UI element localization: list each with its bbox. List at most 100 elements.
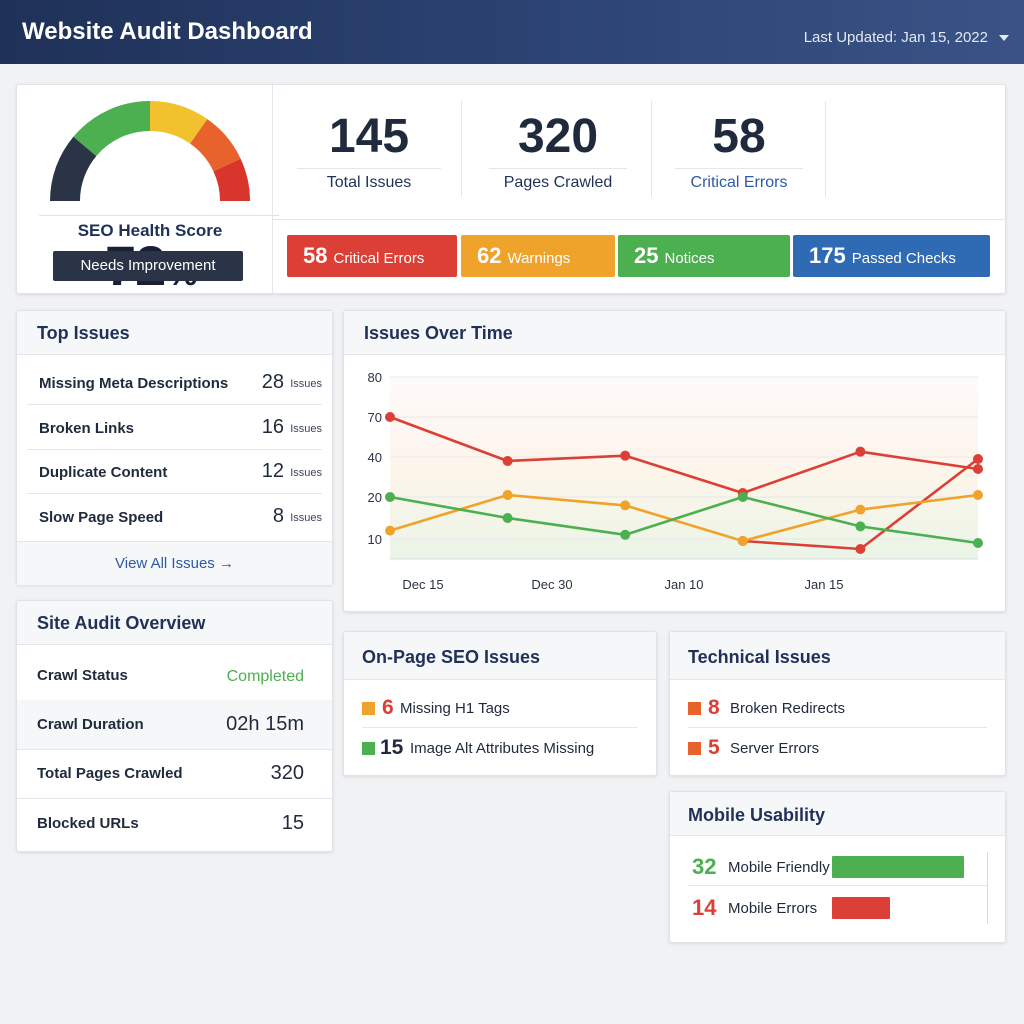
top-issues-card: Top Issues Missing Meta Descriptions 28 … bbox=[16, 310, 333, 585]
issue-unit: Issues bbox=[290, 378, 322, 390]
y-tick-label: 40 bbox=[368, 450, 382, 465]
data-point bbox=[855, 521, 866, 532]
issue-unit: Issues bbox=[290, 467, 322, 479]
data-point bbox=[737, 536, 748, 546]
list-item[interactable]: Missing Meta Descriptions 28 Issues bbox=[27, 361, 322, 405]
summary-card: 72% SEO Health Score Needs Improvement 1… bbox=[16, 84, 1006, 297]
list-item[interactable]: Broken Links 16 Issues bbox=[27, 406, 322, 450]
issue-name: Missing Meta Descriptions bbox=[39, 375, 229, 392]
card-header: Site Audit Overview bbox=[17, 601, 332, 645]
stat-divider bbox=[297, 168, 441, 169]
last-updated-dropdown[interactable]: Last Updated: Jan 15, 2022 bbox=[803, 29, 988, 46]
list-item[interactable]: Duplicate Content 12 Issues bbox=[27, 450, 322, 494]
bar-frame bbox=[820, 852, 988, 924]
orange-square-icon bbox=[362, 702, 375, 715]
overview-row: Crawl Duration 02h 15m bbox=[17, 700, 332, 750]
card-header: Technical Issues bbox=[670, 632, 1005, 680]
divider bbox=[461, 101, 462, 197]
pill-warnings[interactable]: 62 Warnings bbox=[461, 235, 615, 277]
gauge-divider bbox=[39, 215, 279, 216]
divider bbox=[651, 101, 652, 197]
overview-row: Total Pages Crawled 320 bbox=[17, 749, 332, 799]
card-title: Mobile Usability bbox=[688, 805, 826, 825]
stat-divider bbox=[675, 168, 803, 169]
stat-label: Total Issues bbox=[326, 174, 412, 191]
card-title: Technical Issues bbox=[688, 647, 831, 667]
stat-value: 145 bbox=[328, 110, 410, 163]
overview-key: Total Pages Crawled bbox=[37, 765, 183, 782]
mobile-errors-bar bbox=[832, 897, 890, 919]
technical-issues-card: Technical Issues 8 Broken Redirects 5 Se… bbox=[669, 631, 1006, 776]
list-item[interactable]: 15 Image Alt Attributes Missing bbox=[362, 728, 638, 768]
issue-unit: Issues bbox=[290, 512, 322, 524]
data-point bbox=[620, 529, 631, 540]
data-point bbox=[737, 492, 748, 502]
issue-count: 12 bbox=[261, 460, 284, 482]
data-point bbox=[385, 525, 395, 536]
orange-square-icon bbox=[688, 742, 701, 755]
pill-notices[interactable]: 25 Notices bbox=[618, 235, 790, 277]
pill-critical-errors[interactable]: 58 Critical Errors bbox=[287, 235, 457, 277]
stat-label: Pages Crawled bbox=[503, 174, 613, 191]
divider bbox=[825, 101, 826, 197]
card-title: On-Page SEO Issues bbox=[362, 647, 541, 667]
x-tick-label: Dec 30 bbox=[531, 577, 572, 592]
card-header: Top Issues bbox=[17, 311, 332, 355]
item-count: 32 bbox=[692, 854, 717, 879]
gauge-segment bbox=[213, 158, 250, 201]
x-tick-label: Jan 10 bbox=[664, 577, 703, 592]
list-item[interactable]: Slow Page Speed 8 Issues bbox=[27, 495, 322, 539]
list-item[interactable]: 5 Server Errors bbox=[688, 728, 987, 768]
item-label: Mobile Errors bbox=[728, 900, 818, 917]
overview-value: Completed bbox=[226, 668, 304, 685]
series-line-0 bbox=[389, 415, 979, 495]
gauge-segment bbox=[50, 136, 97, 201]
data-point bbox=[502, 490, 513, 500]
list-item[interactable]: 6 Missing H1 Tags bbox=[362, 688, 638, 728]
top-bar: Website Audit Dashboard Last Updated: Ja… bbox=[0, 0, 1024, 64]
issue-count: 8 bbox=[272, 505, 284, 527]
card-header: Issues Over Time bbox=[344, 311, 1005, 355]
y-tick-label: 70 bbox=[368, 410, 382, 425]
data-point bbox=[973, 490, 983, 500]
data-point bbox=[502, 456, 513, 466]
series-line-3 bbox=[389, 495, 979, 545]
data-point bbox=[385, 492, 395, 502]
data-point bbox=[973, 538, 983, 548]
data-point bbox=[973, 464, 983, 474]
view-all-issues-link[interactable]: View All Issues → bbox=[17, 541, 332, 585]
list-item[interactable]: 8 Broken Redirects bbox=[688, 688, 987, 728]
gauge-icon bbox=[50, 101, 250, 201]
mobile-usability-card: Mobile Usability 32 Mobile Friendly 14 M… bbox=[669, 791, 1006, 943]
issue-name: Slow Page Speed bbox=[39, 509, 164, 526]
pill-passed-checks[interactable]: 175 Passed Checks bbox=[793, 235, 990, 277]
stat-total-issues: 145 Total Issues bbox=[273, 85, 465, 219]
card-header: On-Page SEO Issues bbox=[344, 632, 656, 680]
card-title: Site Audit Overview bbox=[37, 613, 206, 633]
chart-title: Issues Over Time bbox=[364, 323, 513, 343]
list-item: 14 Mobile Errors bbox=[688, 887, 987, 927]
issues-over-time-card: Issues Over Time 10 20 40 70 80 Dec 15 Dec 30 J… bbox=[343, 310, 1006, 612]
list-item: 32 Mobile Friendly bbox=[688, 846, 987, 886]
green-square-icon bbox=[362, 742, 375, 755]
gauge-segment bbox=[150, 101, 208, 144]
stat-critical-errors: 58 Critical Errors bbox=[651, 85, 827, 219]
overview-row: Blocked URLs 15 bbox=[17, 799, 332, 849]
stat-label: Critical Errors bbox=[690, 174, 788, 191]
x-tick-label: Dec 15 bbox=[402, 577, 443, 592]
overview-key: Crawl Duration bbox=[37, 716, 144, 733]
status-badge: Needs Improvement bbox=[53, 251, 243, 281]
item-label: Mobile Friendly bbox=[728, 859, 830, 876]
mobile-friendly-bar bbox=[832, 856, 964, 878]
orange-square-icon bbox=[688, 702, 701, 715]
issue-count: 16 bbox=[261, 416, 284, 438]
gauge-segment bbox=[190, 119, 241, 172]
series-line-2 bbox=[389, 493, 979, 543]
data-point bbox=[385, 412, 395, 422]
dashboard-title: Website Audit Dashboard bbox=[22, 18, 313, 45]
stat-pages-crawled: 320 Pages Crawled bbox=[465, 85, 651, 219]
chevron-down-icon[interactable] bbox=[999, 35, 1009, 41]
data-point bbox=[620, 450, 631, 461]
site-audit-overview-card: Site Audit Overview Crawl Status Complet… bbox=[16, 600, 333, 852]
issue-name: Broken Links bbox=[39, 420, 135, 437]
